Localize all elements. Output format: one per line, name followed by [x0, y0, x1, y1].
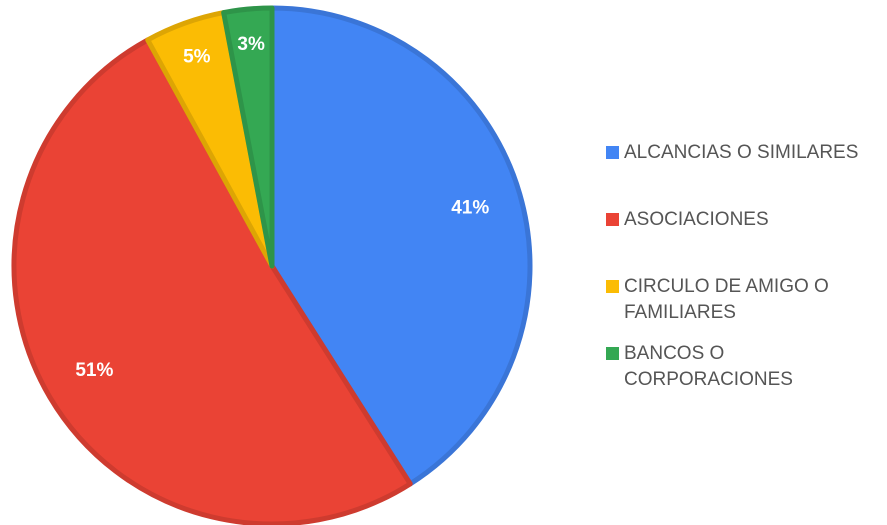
legend-label: ASOCIACIONES	[624, 209, 769, 230]
legend-swatch	[606, 280, 619, 293]
legend-swatch	[606, 347, 619, 360]
legend-item: BANCOS O CORPORACIONES	[606, 341, 887, 393]
legend-swatch	[606, 146, 619, 159]
legend-item: ALCANCIAS O SIMILARES	[606, 140, 887, 192]
data-label: 3%	[237, 34, 265, 55]
pie-slice	[221, 5, 275, 269]
legend-item: ASOCIACIONES	[606, 207, 887, 259]
legend-label: ALCANCIAS O SIMILARES	[624, 142, 859, 163]
legend-label: BANCOS O CORPORACIONES	[624, 343, 793, 390]
legend: ALCANCIAS O SIMILARES ASOCIACIONES CIRCULO…	[606, 140, 887, 393]
data-label: 51%	[75, 360, 113, 381]
pie-slice	[11, 37, 413, 525]
data-label: 41%	[451, 197, 489, 218]
legend-item: CIRCULO DE AMIGO O FAMILIARES	[606, 274, 887, 326]
legend-swatch	[606, 213, 619, 226]
chart: 41% 51% 5% 3%	[11, 5, 533, 525]
legend-label: CIRCULO DE AMIGO O FAMILIARES	[624, 276, 829, 323]
data-label: 5%	[183, 46, 211, 67]
